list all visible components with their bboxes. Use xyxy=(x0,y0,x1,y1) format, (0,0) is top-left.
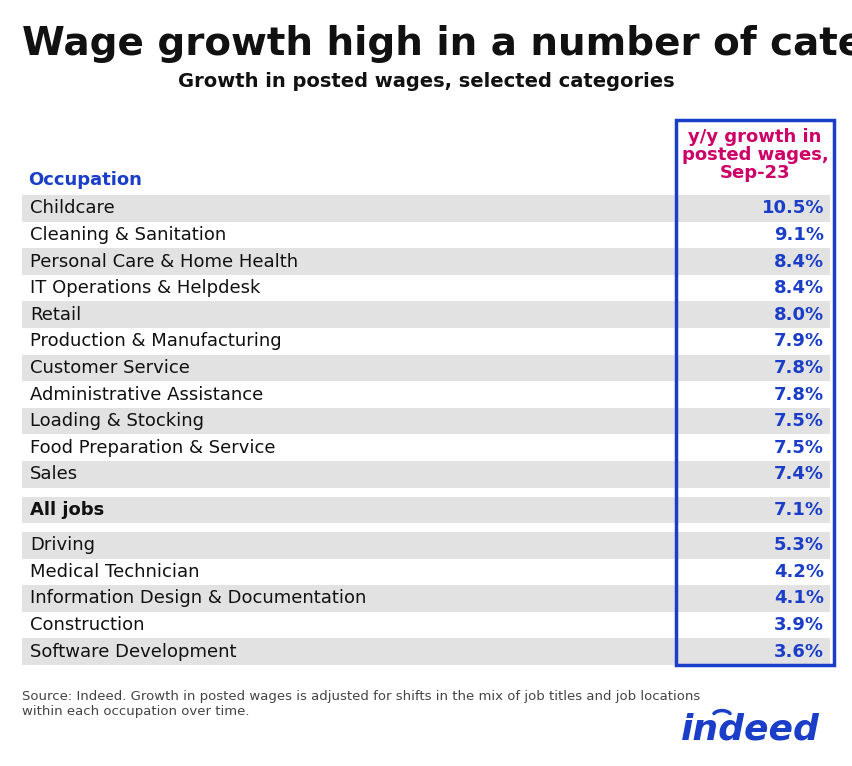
Bar xyxy=(22,612,830,638)
Bar xyxy=(22,195,830,221)
Text: 4.2%: 4.2% xyxy=(774,563,824,581)
Text: Source: Indeed. Growth in posted wages is adjusted for shifts in the mix of job : Source: Indeed. Growth in posted wages i… xyxy=(22,690,700,718)
Text: Software Development: Software Development xyxy=(30,643,237,661)
Text: 7.5%: 7.5% xyxy=(774,412,824,430)
Text: Production & Manufacturing: Production & Manufacturing xyxy=(30,332,282,350)
Text: 8.4%: 8.4% xyxy=(774,279,824,297)
Text: Growth in posted wages, selected categories: Growth in posted wages, selected categor… xyxy=(178,72,674,91)
Text: 4.1%: 4.1% xyxy=(774,590,824,607)
Text: 10.5%: 10.5% xyxy=(762,199,824,218)
Text: Occupation: Occupation xyxy=(28,171,142,189)
Text: Information Design & Documentation: Information Design & Documentation xyxy=(30,590,366,607)
Text: 7.4%: 7.4% xyxy=(774,465,824,483)
Bar xyxy=(22,585,830,612)
Text: indeed: indeed xyxy=(681,713,820,747)
Bar xyxy=(22,275,830,301)
Text: 7.8%: 7.8% xyxy=(774,385,824,404)
Text: Sales: Sales xyxy=(30,465,78,483)
Text: Loading & Stocking: Loading & Stocking xyxy=(30,412,204,430)
Bar xyxy=(22,558,830,585)
Text: 3.6%: 3.6% xyxy=(774,643,824,661)
Text: Medical Technician: Medical Technician xyxy=(30,563,199,581)
Text: Retail: Retail xyxy=(30,306,81,324)
Bar xyxy=(22,408,830,434)
Text: 3.9%: 3.9% xyxy=(774,616,824,634)
Text: y/y growth in: y/y growth in xyxy=(688,128,821,146)
Text: IT Operations & Helpdesk: IT Operations & Helpdesk xyxy=(30,279,261,297)
Text: Administrative Assistance: Administrative Assistance xyxy=(30,385,263,404)
Bar xyxy=(22,461,830,488)
Text: 7.9%: 7.9% xyxy=(774,332,824,350)
Text: Cleaning & Sanitation: Cleaning & Sanitation xyxy=(30,226,227,244)
Bar xyxy=(22,328,830,355)
Text: posted wages,: posted wages, xyxy=(682,146,828,164)
Bar xyxy=(676,120,834,665)
Bar xyxy=(22,221,830,248)
Bar xyxy=(22,248,830,275)
Text: 7.1%: 7.1% xyxy=(774,501,824,519)
Text: 8.4%: 8.4% xyxy=(774,253,824,270)
Text: Personal Care & Home Health: Personal Care & Home Health xyxy=(30,253,298,270)
Text: Childcare: Childcare xyxy=(30,199,115,218)
Bar xyxy=(22,355,830,381)
Bar xyxy=(22,638,830,665)
Text: Customer Service: Customer Service xyxy=(30,359,190,377)
Text: All jobs: All jobs xyxy=(30,501,104,519)
Text: Construction: Construction xyxy=(30,616,145,634)
Text: 7.8%: 7.8% xyxy=(774,359,824,377)
Text: Food Preparation & Service: Food Preparation & Service xyxy=(30,439,275,457)
Bar xyxy=(22,301,830,328)
Text: Wage growth high in a number of categories: Wage growth high in a number of categori… xyxy=(22,25,852,63)
Text: 8.0%: 8.0% xyxy=(774,306,824,324)
Text: 5.3%: 5.3% xyxy=(774,536,824,555)
Bar xyxy=(22,532,830,558)
Bar xyxy=(22,434,830,461)
Text: 7.5%: 7.5% xyxy=(774,439,824,457)
Bar xyxy=(22,381,830,408)
Text: 9.1%: 9.1% xyxy=(774,226,824,244)
Text: Driving: Driving xyxy=(30,536,95,555)
Text: Sep-23: Sep-23 xyxy=(720,164,791,182)
Bar xyxy=(22,496,830,523)
